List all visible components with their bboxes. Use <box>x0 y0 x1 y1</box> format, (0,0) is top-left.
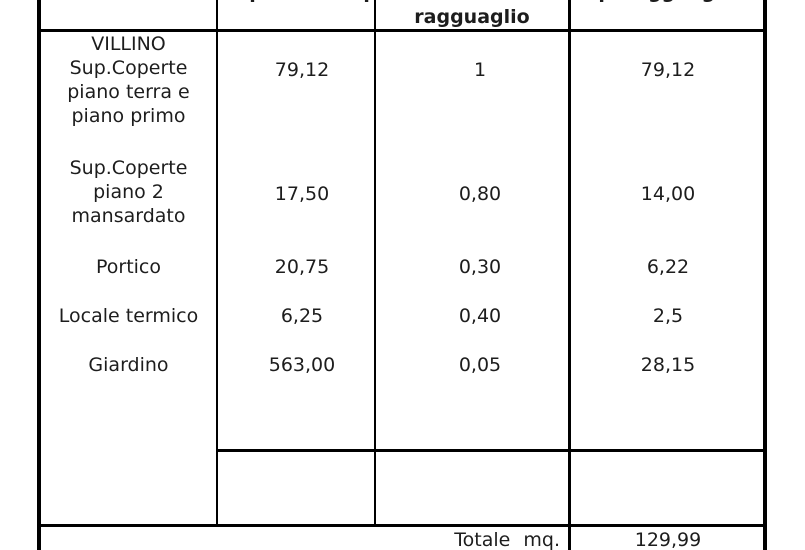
row-portico-label: Portico <box>95 256 161 278</box>
row-villino-label: VILLINO Sup.Coperte piano terra e piano … <box>67 33 190 127</box>
row-giardino-superficie: 563,00 <box>268 354 336 376</box>
row-mansardato-ragguagliata: 14,00 <box>640 183 696 205</box>
row-portico-superficie: 20,75 <box>274 256 330 278</box>
column-divider-1 <box>216 0 218 524</box>
row-mansardato-label: Sup.Coperte piano 2 mansardato <box>69 157 188 227</box>
header-underline <box>37 29 767 32</box>
table-border-left <box>37 0 41 550</box>
total-value: 129,99 <box>634 529 702 550</box>
row-giardino-coefficiente: 0,05 <box>458 354 502 376</box>
header-col-superficie: Superficie mq <box>218 0 374 29</box>
row-mansardato-coefficiente: 0,80 <box>458 183 502 205</box>
row-villino-superficie: 79,12 <box>274 59 330 81</box>
body-bottom-line <box>216 449 767 452</box>
row-giardino-ragguagliata: 28,15 <box>640 354 696 376</box>
header-col-coefficiente: Coeff. di ragguaglio <box>376 0 568 29</box>
row-portico-coefficiente: 0,30 <box>458 256 502 278</box>
table-border-right <box>763 0 767 550</box>
header-col-ragguagliata: Sup. ragguagliata <box>571 0 763 29</box>
header-coefficiente-line1: Coeff. di <box>376 0 568 5</box>
row-portico-ragguagliata: 6,22 <box>646 256 690 278</box>
row-locale-termico-superficie: 6,25 <box>280 305 324 327</box>
row-villino-coefficiente: 1 <box>473 59 487 81</box>
row-giardino-label: Giardino <box>88 354 169 376</box>
row-mansardato-superficie: 17,50 <box>274 183 330 205</box>
header-col-descrizione-text: Descrizione <box>41 0 216 5</box>
row-locale-termico-label: Locale termico <box>58 305 199 327</box>
total-label: Totale mq. <box>454 529 560 550</box>
header-col-superficie-text: Superficie mq <box>218 0 374 5</box>
row-locale-termico-coefficiente: 0,40 <box>458 305 502 327</box>
row-locale-termico-ragguagliata: 2,5 <box>652 305 684 327</box>
total-row-topline <box>37 524 767 527</box>
header-col-descrizione: Descrizione <box>41 0 216 29</box>
row-villino-ragguagliata: 79,12 <box>640 59 696 81</box>
header-coefficiente-line2: ragguaglio <box>414 6 530 28</box>
header-col-ragguagliata-text: Sup. ragguagliata <box>571 0 763 5</box>
column-divider-2 <box>374 0 376 524</box>
column-divider-3 <box>568 0 571 550</box>
